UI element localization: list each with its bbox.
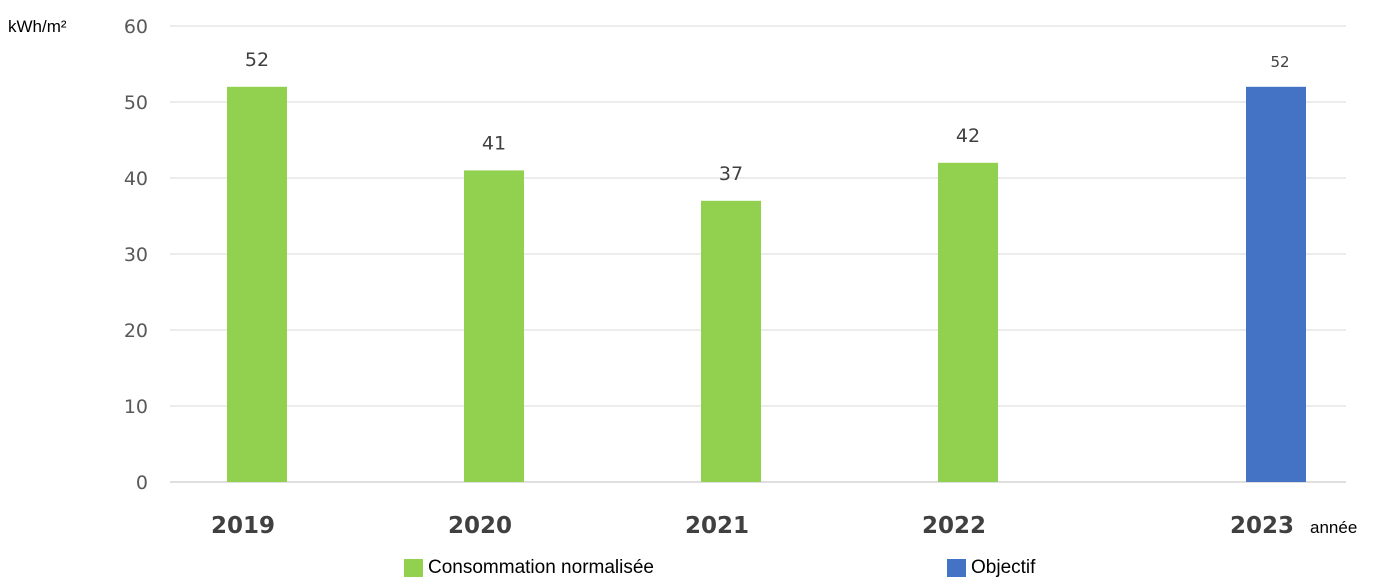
legend-item-consommation: Consommation normalisée (404, 556, 654, 579)
y-tick-label: 0 (136, 472, 148, 494)
x-tick-label-2022: 2022 (922, 513, 986, 539)
bars (227, 86, 1306, 483)
bar-2020 (464, 170, 524, 482)
y-tick-label: 50 (124, 92, 148, 114)
x-tick-label-2019: 2019 (211, 513, 275, 539)
bar-2019 (227, 86, 287, 483)
legend-label-consommation: Consommation normalisée (428, 557, 654, 578)
data-label-2019: 52 (245, 49, 269, 71)
bar-chart: 0 10 20 30 40 50 60 52 41 37 42 52 2019 2020 2021 202… (8, 16, 1357, 539)
x-axis-label: année (1310, 518, 1357, 537)
y-axis-label: kWh/m² (8, 17, 67, 36)
x-axis-ticks: 2019 2020 2021 2022 2023 (211, 513, 1294, 539)
legend-swatch-consommation (404, 558, 423, 577)
y-tick-label: 60 (124, 16, 148, 38)
legend: Consommation normalisée Objectif (0, 556, 1376, 579)
bar-2023 (1246, 86, 1306, 483)
y-tick-label: 30 (124, 244, 148, 266)
data-label-2020: 41 (482, 132, 506, 154)
x-tick-label-2023: 2023 (1230, 513, 1294, 539)
y-axis-ticks: 0 10 20 30 40 50 60 (124, 16, 148, 494)
bar-2022 (938, 162, 998, 483)
y-tick-label: 20 (124, 320, 148, 342)
data-label-2021: 37 (719, 163, 743, 185)
x-tick-label-2021: 2021 (685, 513, 749, 539)
data-labels: 52 41 37 42 52 (245, 49, 1290, 185)
data-label-2022: 42 (956, 125, 980, 147)
x-tick-label-2020: 2020 (448, 513, 512, 539)
y-tick-label: 40 (124, 168, 148, 190)
legend-label-objectif: Objectif (971, 557, 1036, 578)
legend-swatch-objectif (947, 558, 966, 577)
y-tick-label: 10 (124, 396, 148, 418)
bar-2021 (701, 200, 761, 483)
legend-item-objectif: Objectif (947, 556, 1035, 579)
data-label-2023: 52 (1270, 53, 1289, 71)
